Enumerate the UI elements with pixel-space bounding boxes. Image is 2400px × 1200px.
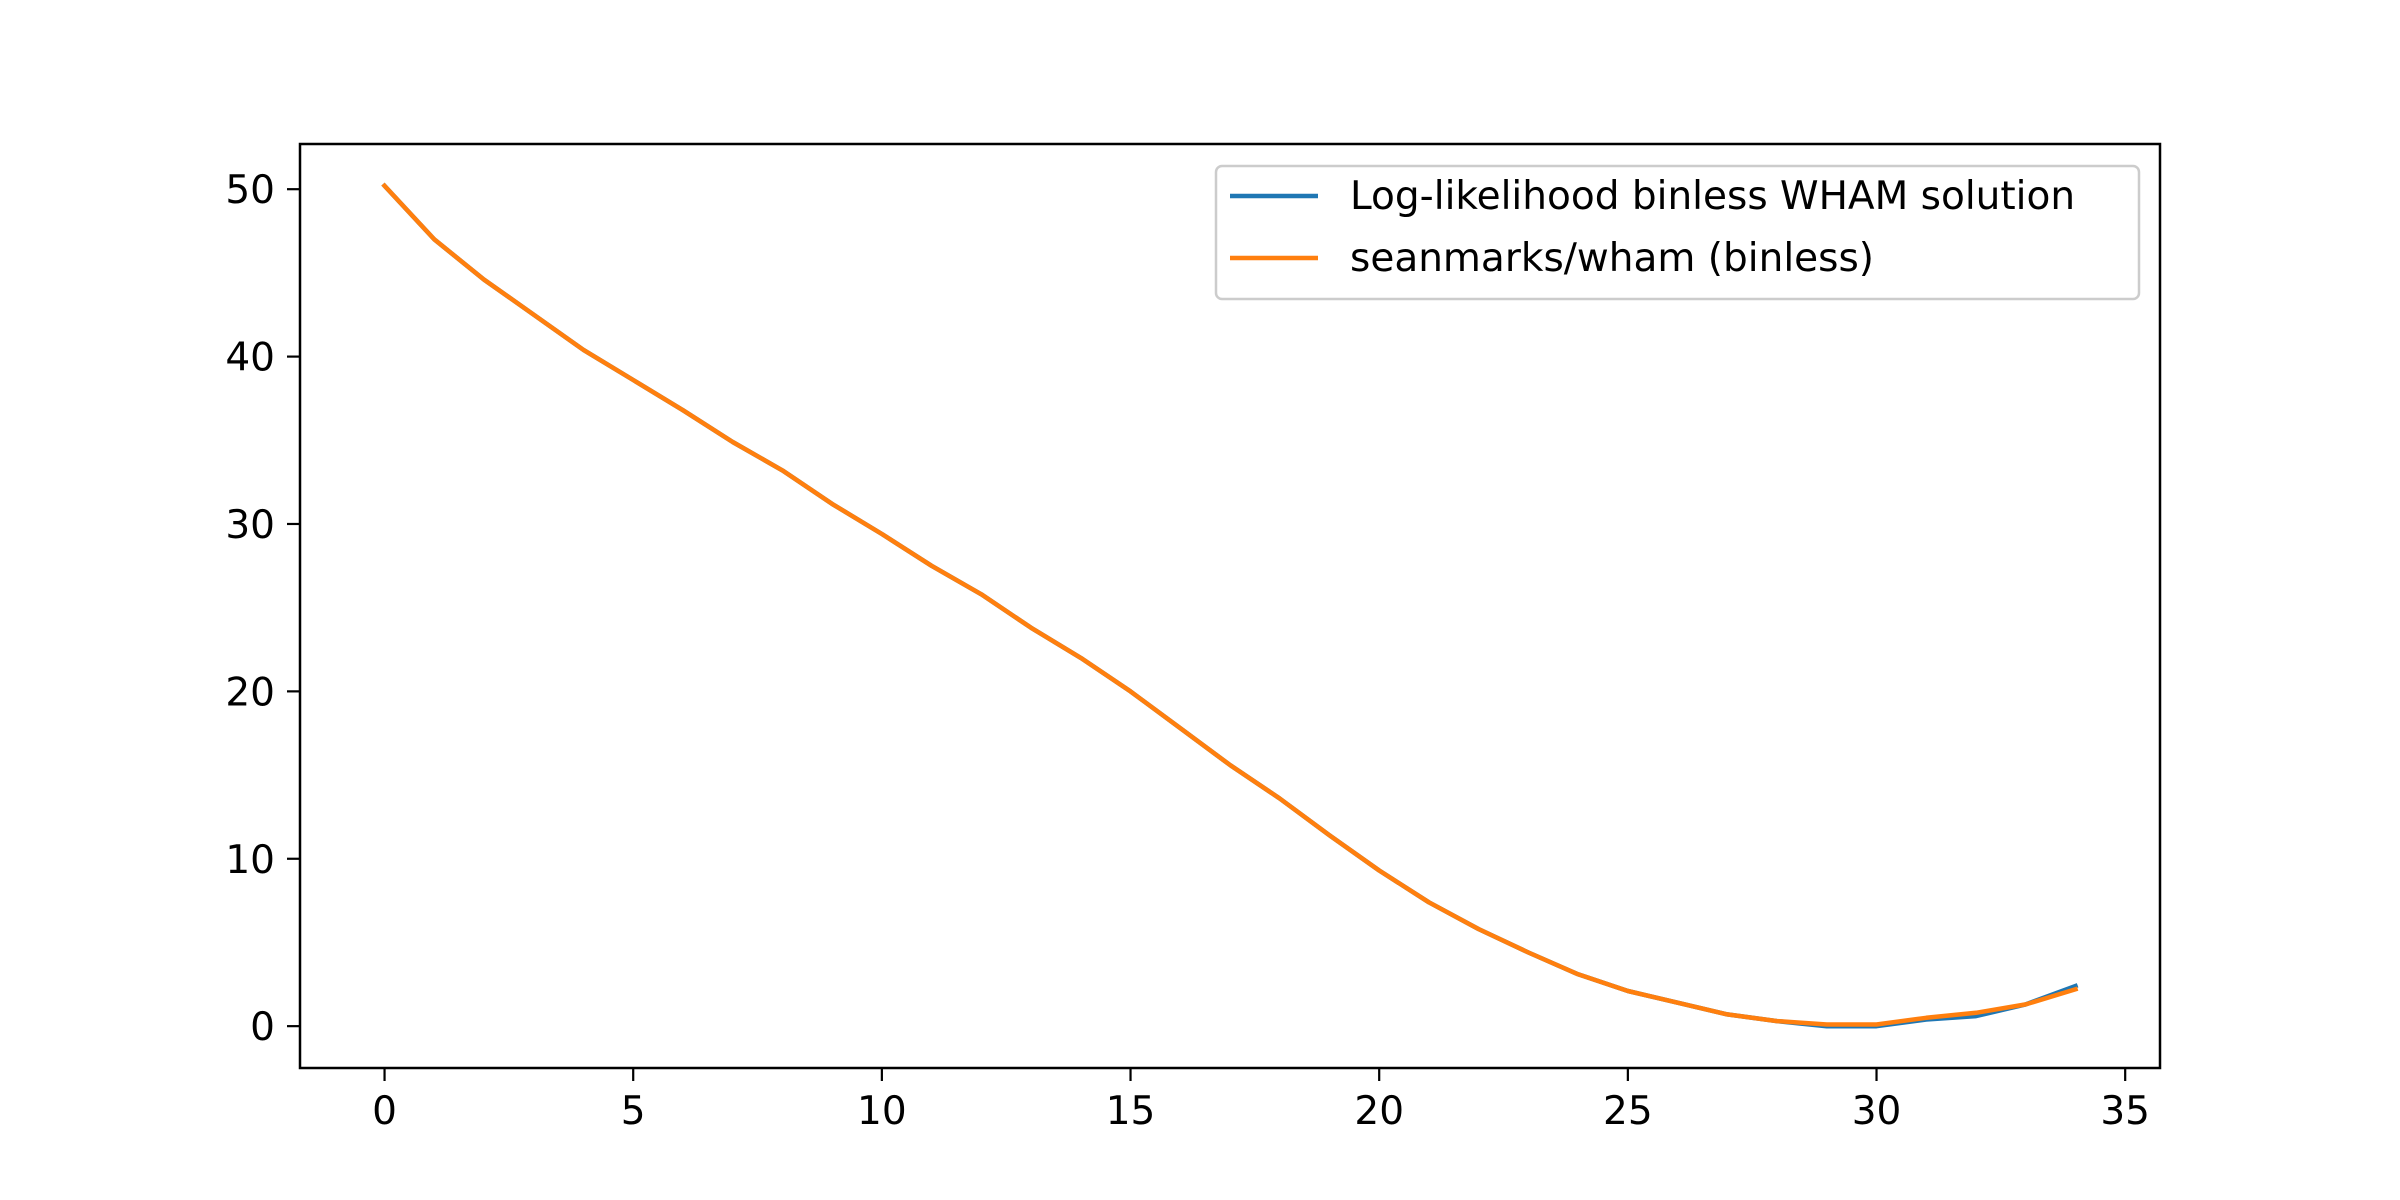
x-tick-label: 15 <box>1106 1089 1156 1134</box>
series-layer <box>381 182 2079 1029</box>
y-tick-label: 10 <box>225 838 275 883</box>
y-tick-label: 20 <box>225 670 275 715</box>
x-tick-label: 5 <box>621 1089 646 1134</box>
legend-label-seanmarks-wham: seanmarks/wham (binless) <box>1350 236 1874 281</box>
x-tick-label: 30 <box>1852 1089 1902 1134</box>
y-tick-label: 30 <box>225 503 275 548</box>
legend: Log-likelihood binless WHAM solution sea… <box>1214 164 2141 301</box>
x-axis: 0 5 10 15 20 25 30 35 <box>372 1068 2150 1134</box>
x-tick-label: 10 <box>857 1089 907 1134</box>
x-tick-label: 35 <box>2100 1089 2150 1134</box>
plot-frame <box>298 142 2162 1070</box>
y-tick-label: 40 <box>225 336 275 381</box>
x-tick-label: 25 <box>1603 1089 1653 1134</box>
x-tick-label: 0 <box>372 1089 397 1134</box>
y-tick-label: 0 <box>250 1005 275 1050</box>
legend-label-log-likelihood: Log-likelihood binless WHAM solution <box>1350 174 2075 219</box>
legend-box <box>1214 164 2141 301</box>
series-line-seanmarks-wham <box>381 182 2079 1027</box>
y-tick-label: 50 <box>225 168 275 213</box>
y-axis: 0 10 20 30 40 50 <box>225 168 300 1050</box>
x-tick-label: 20 <box>1354 1089 1404 1134</box>
